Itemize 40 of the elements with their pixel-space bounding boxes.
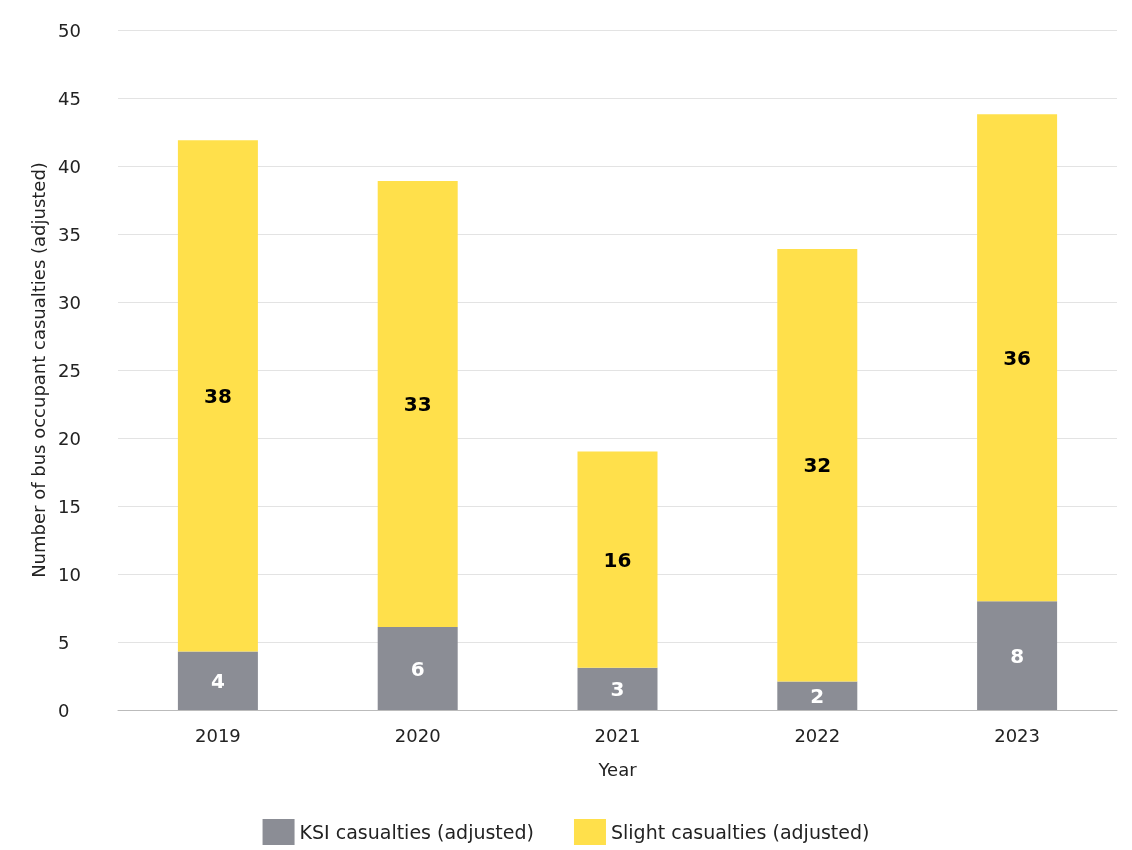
x-tick-label: 2019: [194, 724, 241, 746]
y-tick-label: 15: [58, 495, 81, 517]
bar: [777, 681, 858, 710]
bar: [377, 627, 458, 710]
bar: [177, 140, 258, 652]
x-tick-label: 2023: [994, 724, 1041, 746]
y-tick-label: 50: [58, 19, 81, 41]
bar: [977, 601, 1058, 710]
y-tick-label: 25: [58, 359, 81, 381]
bar: [377, 180, 458, 628]
data-label: 38: [203, 383, 232, 408]
legend-label: KSI casualties (adjusted): [299, 821, 534, 843]
bar: [577, 451, 658, 668]
data-label: 2: [810, 683, 825, 708]
y-tick-label: 10: [58, 563, 81, 585]
x-tick-label: 2020: [394, 724, 441, 746]
bar: [777, 248, 858, 682]
bar: [977, 114, 1058, 602]
y-tick-label: 40: [58, 155, 81, 177]
data-label: 8: [1010, 643, 1025, 668]
data-label: 4: [210, 668, 225, 693]
data-label: 33: [403, 392, 432, 416]
data-label: 3: [610, 676, 625, 701]
bar: [577, 667, 658, 710]
x-tick-label: 2021: [594, 724, 641, 746]
legend-label: Slight casualties (adjusted): [610, 821, 870, 843]
y-tick-label: 30: [58, 291, 81, 313]
data-label: 6: [410, 656, 425, 681]
y-tick-label: 20: [58, 427, 81, 449]
bar: [177, 651, 258, 710]
data-label: 36: [1003, 345, 1032, 370]
x-axis-title: Year: [597, 758, 638, 780]
data-label: 32: [803, 453, 832, 478]
x-tick-label: 2022: [794, 724, 841, 746]
y-tick-label: 0: [58, 699, 70, 721]
data-label: 16: [603, 547, 632, 572]
y-tick-label: 45: [58, 87, 81, 109]
y-tick-label: 5: [58, 631, 70, 653]
y-axis-title: Number of bus occupant casualties (adjusted): [27, 162, 49, 578]
y-tick-label: 35: [58, 223, 81, 245]
